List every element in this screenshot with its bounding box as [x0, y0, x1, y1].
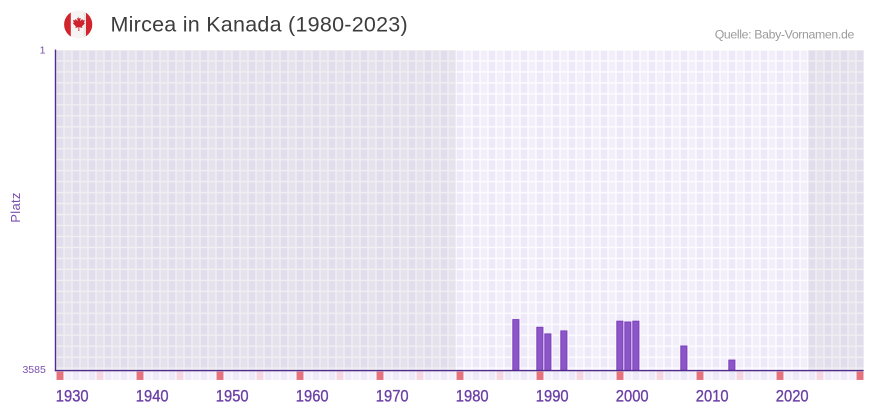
svg-text:Platz: Platz — [8, 192, 23, 222]
svg-text:3585: 3585 — [22, 364, 46, 376]
svg-text:1930: 1930 — [56, 387, 89, 406]
svg-text:Mircea in Kanada (1980-2023): Mircea in Kanada (1980-2023) — [111, 12, 408, 36]
svg-text:2000: 2000 — [616, 387, 649, 406]
svg-text:2010: 2010 — [696, 387, 729, 406]
svg-text:1950: 1950 — [216, 387, 249, 406]
svg-text:Quelle: Baby-Vornamen.de: Quelle: Baby-Vornamen.de — [715, 28, 855, 42]
svg-text:1990: 1990 — [536, 387, 569, 406]
svg-text:1960: 1960 — [296, 387, 329, 406]
svg-text:1: 1 — [40, 45, 46, 57]
svg-text:1970: 1970 — [376, 387, 409, 406]
svg-text:1940: 1940 — [136, 387, 169, 406]
svg-text:2020: 2020 — [776, 387, 809, 406]
svg-text:1980: 1980 — [456, 387, 489, 406]
